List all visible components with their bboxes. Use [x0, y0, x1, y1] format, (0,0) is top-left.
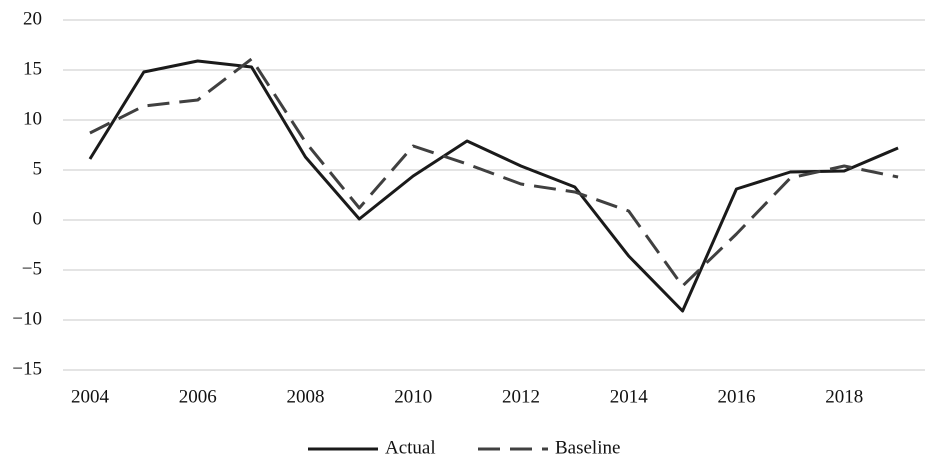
legend-label: Baseline — [555, 437, 620, 458]
y-tick-label: 15 — [23, 58, 42, 79]
legend-label: Actual — [385, 437, 436, 458]
x-tick-label: 2010 — [394, 386, 432, 407]
series-line — [89, 57, 899, 288]
x-tick-label: 2006 — [179, 386, 217, 407]
x-tick-label: 2016 — [717, 386, 755, 407]
y-tick-label: 20 — [23, 8, 42, 29]
y-tick-label: −5 — [22, 258, 42, 279]
x-tick-label: 2008 — [286, 386, 324, 407]
x-tick-label: 2014 — [610, 386, 649, 407]
y-tick-label: 5 — [33, 158, 43, 179]
x-tick-label: 2004 — [71, 386, 110, 407]
y-tick-label: 10 — [23, 108, 42, 129]
series-line — [88, 59, 899, 313]
x-tick-label: 2018 — [825, 386, 863, 407]
y-tick-label: −10 — [12, 308, 42, 329]
x-tick-label: 2012 — [502, 386, 540, 407]
y-tick-label: 0 — [33, 208, 43, 229]
y-tick-label: −15 — [12, 358, 42, 379]
